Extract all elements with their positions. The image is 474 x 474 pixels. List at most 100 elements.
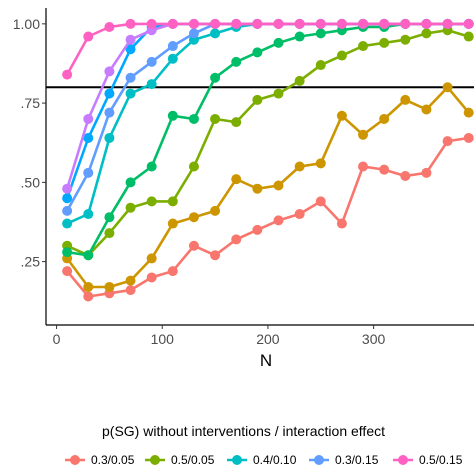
data-point — [210, 113, 221, 124]
data-point — [146, 196, 157, 207]
data-point — [315, 60, 326, 71]
data-point — [167, 18, 178, 29]
data-point — [210, 250, 221, 261]
data-point — [188, 212, 199, 223]
data-point — [210, 18, 221, 29]
data-point — [463, 107, 474, 118]
data-point — [210, 28, 221, 39]
tick-labels: 0 100 200 300 .25 .50 .75 1.00 — [13, 16, 386, 347]
data-point — [62, 183, 73, 194]
data-point — [125, 202, 136, 213]
legend-title: p(SG) without interventions / interactio… — [102, 423, 385, 439]
data-point — [379, 18, 390, 29]
data-point — [188, 240, 199, 251]
data-point — [104, 22, 115, 33]
x-axis-title: N — [260, 351, 272, 370]
series-0-5-0-15 — [62, 18, 474, 80]
data-point — [463, 132, 474, 143]
data-point — [294, 18, 305, 29]
data-point — [210, 205, 221, 216]
data-point — [379, 113, 390, 124]
data-point — [83, 113, 94, 124]
data-point — [294, 75, 305, 86]
data-point — [104, 107, 115, 118]
data-point — [358, 129, 369, 140]
y-tick-label: .75 — [21, 95, 41, 111]
data-point — [294, 31, 305, 42]
data-point — [125, 72, 136, 83]
x-tick-label: 300 — [362, 331, 386, 347]
data-point — [336, 110, 347, 121]
data-point — [358, 41, 369, 52]
data-point — [358, 161, 369, 172]
x-tick-label: 100 — [151, 331, 175, 347]
data-point — [83, 167, 94, 178]
legend-key-point — [150, 455, 160, 465]
data-point — [400, 94, 411, 105]
data-point — [336, 50, 347, 61]
data-point — [442, 82, 453, 93]
data-point — [231, 174, 242, 185]
data-point — [252, 47, 263, 58]
legend-label: 0.3/0.05 — [91, 453, 135, 467]
data-point — [146, 18, 157, 29]
data-point — [421, 18, 432, 29]
y-tick-label: .50 — [21, 174, 41, 190]
data-point — [104, 212, 115, 223]
data-point — [400, 18, 411, 29]
data-point — [125, 44, 136, 55]
legend-key-point — [232, 455, 242, 465]
legend-label: 0.4/0.10 — [253, 453, 297, 467]
x-tick-label: 200 — [256, 331, 280, 347]
data-point — [358, 18, 369, 29]
series-group — [62, 18, 474, 302]
data-point — [252, 224, 263, 235]
legend-item: 0.4/0.10 — [227, 453, 297, 467]
series-0-3-0-05 — [62, 132, 474, 302]
data-point — [294, 161, 305, 172]
data-point — [231, 18, 242, 29]
data-point — [125, 285, 136, 296]
data-point — [252, 94, 263, 105]
data-point — [231, 117, 242, 128]
legend-label: 0.5/0.15 — [419, 453, 463, 467]
data-point — [231, 234, 242, 245]
legend-key-point — [70, 455, 80, 465]
legend-key-point — [398, 455, 408, 465]
data-point — [294, 209, 305, 220]
data-point — [421, 104, 432, 115]
data-point — [167, 41, 178, 52]
data-point — [336, 218, 347, 229]
legend-key-point — [314, 455, 324, 465]
data-point — [188, 18, 199, 29]
data-point — [62, 205, 73, 216]
data-point — [146, 253, 157, 264]
data-point — [125, 275, 136, 286]
legend-label: 0.3/0.15 — [335, 453, 379, 467]
legend-label: 0.5/0.05 — [171, 453, 215, 467]
data-point — [83, 209, 94, 220]
data-point — [273, 88, 284, 99]
data-point — [62, 247, 73, 258]
data-point — [421, 167, 432, 178]
data-point — [315, 158, 326, 169]
axes — [42, 8, 474, 329]
data-point — [125, 34, 136, 45]
data-point — [188, 161, 199, 172]
data-point — [252, 18, 263, 29]
data-point — [167, 196, 178, 207]
data-point — [167, 266, 178, 277]
data-point — [104, 228, 115, 239]
data-point — [188, 28, 199, 39]
data-point — [379, 164, 390, 175]
data-point — [231, 56, 242, 67]
data-point — [104, 281, 115, 292]
data-point — [273, 215, 284, 226]
legend: 0.3/0.05 0.5/0.05 0.4/0.10 0.3/0.15 0.5/0.15… — [65, 453, 463, 467]
data-point — [210, 72, 221, 83]
legend-item: 0.3/0.05 — [65, 453, 135, 467]
series-line — [66, 28, 470, 257]
data-point — [442, 18, 453, 29]
data-point — [273, 37, 284, 48]
